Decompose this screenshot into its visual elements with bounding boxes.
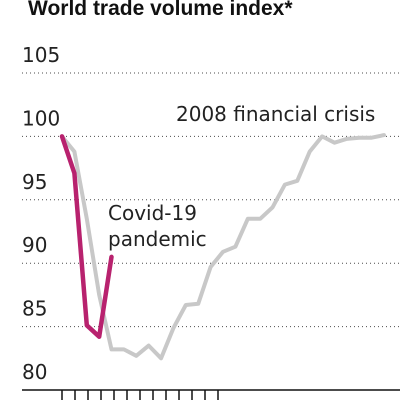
y-tick-label-100: 100 [22, 106, 60, 130]
series-line-covid [59, 134, 114, 339]
y-tick-label-90: 90 [22, 233, 47, 257]
y-tick-labels: 80 85 90 95 100 105 [22, 43, 60, 384]
y-tick-label-95: 95 [22, 170, 47, 194]
y-tick-label-80: 80 [22, 360, 47, 384]
covid-label-line1: Covid-19 [108, 201, 197, 225]
x-axis [22, 389, 400, 400]
series-layer [59, 133, 386, 361]
covid-label-line2: pandemic [108, 227, 207, 251]
chart-title: World trade volume index* [28, 0, 293, 20]
series-line-financial-crisis [60, 133, 386, 361]
financial-crisis-label: 2008 financial crisis [176, 102, 375, 126]
y-tick-label-85: 85 [22, 297, 47, 321]
y-tick-label-105: 105 [22, 43, 60, 67]
